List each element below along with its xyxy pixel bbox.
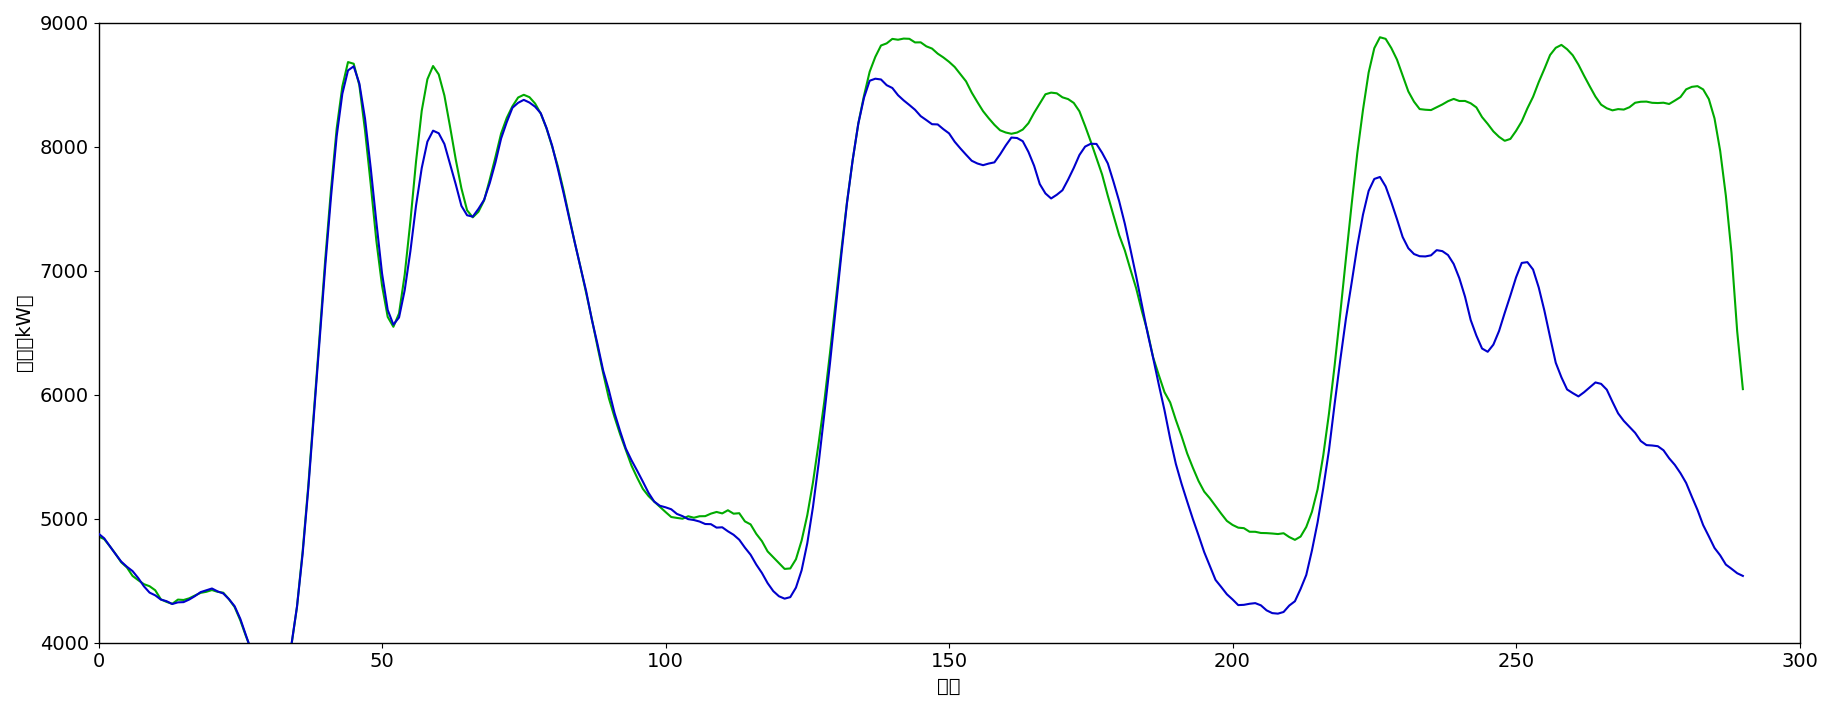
Y-axis label: 功率（kW）: 功率（kW） (15, 294, 35, 371)
X-axis label: 时间: 时间 (936, 677, 960, 696)
